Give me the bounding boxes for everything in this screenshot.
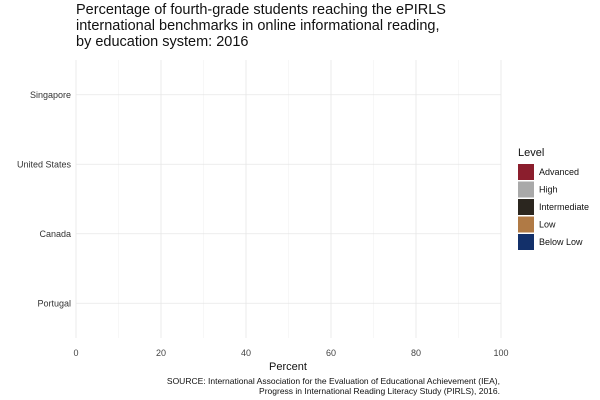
- x-axis-ticks: 0 20 40 60 80 100: [73, 348, 508, 358]
- x-tick-label: 80: [411, 348, 421, 358]
- x-tick-label: 40: [241, 348, 251, 358]
- source-line-1: SOURCE: International Association for th…: [167, 376, 500, 386]
- y-tick-label: Singapore: [30, 90, 71, 100]
- legend-label: High: [539, 185, 558, 195]
- chart-title-line-3: by education system: 2016: [76, 34, 249, 50]
- legend-title: Level: [518, 147, 544, 159]
- grid: [75, 60, 502, 338]
- chart-title-line-2: international benchmarks in online infor…: [76, 18, 440, 34]
- x-tick-label: 60: [326, 348, 336, 358]
- legend-key: [518, 234, 534, 250]
- legend-label: Intermediate: [539, 202, 589, 212]
- legend-label: Below Low: [539, 237, 583, 247]
- y-axis-ticks: Singapore United States Canada Portugal: [17, 90, 72, 309]
- y-tick-label: United States: [17, 159, 72, 169]
- legend: Level Advanced High Intermediate Low Below L…: [518, 147, 589, 250]
- chart-title-line-1: Percentage of fourth-grade students reac…: [76, 2, 446, 18]
- x-axis-title: Percent: [269, 361, 307, 373]
- legend-key: [518, 181, 534, 198]
- y-tick-label: Canada: [39, 229, 71, 239]
- legend-key: [518, 216, 534, 233]
- legend-label: Low: [539, 220, 556, 230]
- legend-key: [518, 164, 534, 180]
- legend-label: Advanced: [539, 167, 579, 177]
- x-tick-label: 0: [73, 348, 78, 358]
- x-tick-label: 20: [156, 348, 166, 358]
- source-line-2: Progress in International Reading Litera…: [259, 386, 500, 396]
- x-tick-label: 100: [493, 348, 508, 358]
- y-tick-label: Portugal: [37, 298, 71, 308]
- legend-key: [518, 199, 534, 215]
